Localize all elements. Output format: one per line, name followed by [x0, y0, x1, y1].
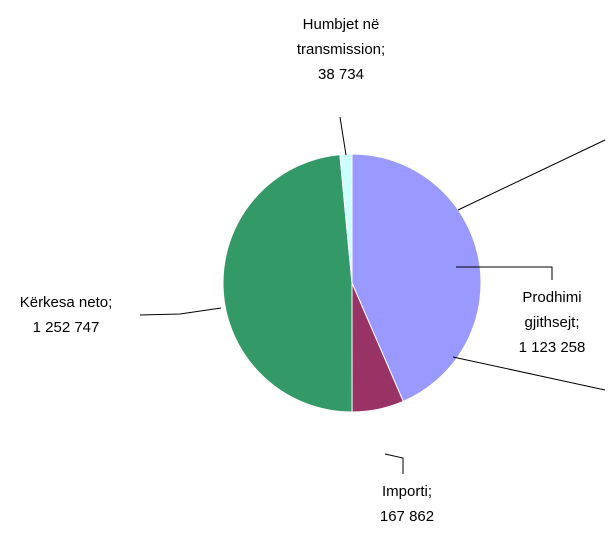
leader-line-1 [384, 453, 404, 474]
pie-slice-prodhimi-gjithsejt [351, 153, 482, 403]
data-label-2: Kërkesa neto; 1 252 747 [20, 294, 113, 336]
data-label-1-line-0: Importi; [382, 483, 432, 500]
data-label-1: Importi; 167 862 [380, 483, 434, 525]
leader-line-2 [139, 307, 222, 316]
data-label-0: Prodhimi gjithsejt; 1 123 258 [519, 289, 586, 356]
data-label-3: Humbjet në transmission; 38 734 [297, 16, 385, 83]
data-label-0-line-0: Prodhimi [522, 289, 581, 306]
data-label-2-line-0: Kërkesa neto; [20, 294, 113, 311]
leader-lines [139, 116, 606, 474]
data-label-3-line-0: Humbjet në [303, 16, 380, 33]
pie-slice-kerkesa-neto [222, 154, 353, 413]
leader-line-0-extra-1 [452, 356, 606, 391]
data-label-0-line-1: gjithsejt; [524, 314, 579, 331]
leader-line-0-extra-0 [457, 139, 606, 211]
data-label-1-line-1: 167 862 [380, 508, 434, 525]
leader-line-0 [456, 266, 553, 280]
data-label-3-line-2: 38 734 [318, 66, 364, 83]
data-label-0-line-2: 1 123 258 [519, 339, 586, 356]
pie-slices [222, 153, 482, 413]
data-label-3-line-1: transmission; [297, 41, 385, 58]
data-label-2-line-1: 1 252 747 [33, 319, 100, 336]
leader-line-3 [339, 116, 347, 156]
data-labels: Prodhimi gjithsejt; 1 123 258 Importi; 167 8… [20, 16, 586, 525]
